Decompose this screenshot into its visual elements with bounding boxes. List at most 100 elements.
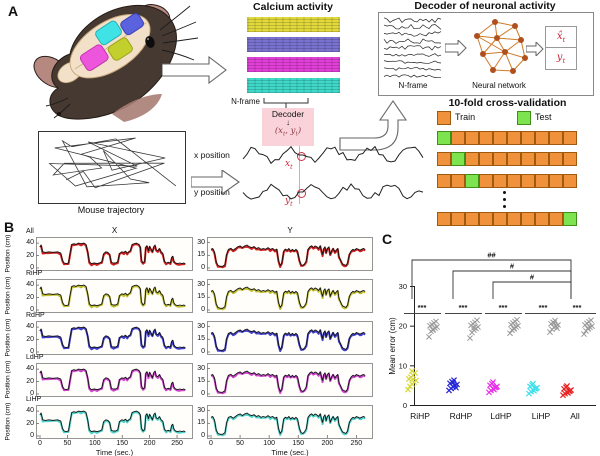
position-timeseries-plot	[207, 405, 373, 439]
y-axis-label: Position (cm)	[4, 360, 12, 399]
y-tick-label: 20	[26, 335, 34, 343]
legend-label: Test	[535, 112, 552, 122]
svg-text:#: #	[530, 273, 535, 282]
decoder-block: Decoder ↓ (xt, yt)	[262, 108, 314, 146]
train-fold-cell	[535, 174, 549, 188]
legend-label: Train	[455, 112, 476, 122]
x-tick-label: 150	[116, 440, 129, 447]
xhat-label: x̂t	[556, 31, 566, 44]
train-fold-cell	[451, 212, 465, 226]
svg-text:30: 30	[399, 282, 407, 291]
n-frame-label: N-frame	[231, 97, 260, 106]
train-fold-cell	[437, 212, 451, 226]
train-fold-cell	[549, 131, 563, 145]
row-name-label: LdHP	[26, 354, 44, 361]
x-tick-label: 100	[263, 440, 275, 447]
y-tick-label: 15	[197, 335, 205, 343]
panel-b-label: B	[4, 219, 15, 235]
brain-region-yellow	[107, 37, 133, 61]
position-timeseries-plot	[207, 279, 373, 313]
train-fold-cell	[465, 152, 479, 166]
flow-arrow-right-icon	[445, 40, 467, 56]
mouse-head-illustration	[33, 4, 199, 122]
y-tick-label: 20	[26, 293, 34, 301]
y-tick-label: 0	[201, 348, 205, 355]
test-fold-cell	[563, 212, 577, 226]
train-fold-cell	[507, 152, 521, 166]
position-timeseries-plot	[207, 237, 373, 271]
position-timeseries-plot	[207, 321, 373, 355]
position-timeseries-plot	[36, 405, 193, 439]
position-timeseries-plot	[36, 279, 193, 313]
column-y-title: Y	[287, 226, 293, 235]
y-tick-label: 15	[197, 419, 205, 427]
y-tick-label: 30	[197, 364, 205, 372]
train-fold-cell	[521, 212, 535, 226]
train-fold-cell	[507, 212, 521, 226]
y-tick-label: 0	[201, 432, 205, 439]
cross-validation-row	[437, 131, 577, 145]
mouse-nose	[57, 112, 61, 116]
svg-text:RdHP: RdHP	[450, 411, 473, 421]
column-x-title: X	[111, 226, 118, 235]
test-fold-cell	[465, 174, 479, 188]
y-tick-label: 20	[26, 419, 34, 427]
svg-text:##: ##	[487, 251, 496, 260]
y-tick-label: 30	[197, 238, 205, 246]
flow-arrow-right-icon	[191, 170, 240, 196]
cross-validation-row	[437, 152, 577, 166]
y-tick-label: 0	[30, 390, 34, 397]
position-timeseries-plot	[36, 237, 193, 271]
train-fold-cell	[479, 131, 493, 145]
y-tick-label: 0	[30, 432, 34, 439]
ellipsis-dot	[503, 205, 506, 208]
y-tick-label: 15	[197, 251, 205, 259]
svg-text:***: ***	[573, 303, 582, 312]
train-fold-cell	[479, 174, 493, 188]
y-tick-label: 0	[201, 264, 205, 271]
position-trace	[242, 183, 424, 200]
train-fold-cell	[507, 174, 521, 188]
svg-text:***: ***	[499, 303, 508, 312]
y-axis-label: Position (cm)	[4, 276, 12, 315]
test-fold-cell	[437, 131, 451, 145]
svg-text:***: ***	[539, 303, 548, 312]
panel-a-label: A	[8, 3, 19, 19]
x-tick-label: 200	[143, 440, 156, 447]
train-fold-cell	[563, 131, 577, 145]
train-fold-cell	[535, 131, 549, 145]
svg-text:All: All	[570, 411, 580, 421]
xt-label: xt	[285, 159, 293, 171]
train-fold-cell	[563, 152, 577, 166]
train-fold-cell	[479, 152, 493, 166]
svg-text:***: ***	[459, 303, 468, 312]
svg-text:#: #	[510, 262, 515, 271]
trajectory-caption: Mouse trajectory	[77, 205, 145, 215]
y-tick-label: 0	[201, 390, 205, 397]
mouse-brain	[57, 13, 151, 84]
y-tick-label: 40	[26, 323, 34, 331]
y-tick-label: 0	[201, 306, 205, 313]
svg-text:***: ***	[418, 303, 427, 312]
y-tick-label: 0	[30, 348, 34, 355]
y-tick-label: 0	[30, 264, 34, 271]
ellipsis-dot	[503, 191, 506, 194]
train-fold-cell	[535, 152, 549, 166]
decoder-output-label: (xt, yt)	[274, 126, 302, 138]
calcium-band	[247, 78, 340, 93]
decoder-nframe-label: N-frame	[398, 81, 428, 90]
train-fold-cell	[437, 174, 451, 188]
row-name-label: LiHP	[26, 396, 42, 403]
y-tick-label: 30	[197, 406, 205, 414]
brain-region-blue	[120, 13, 144, 36]
y-axis-label: Position (cm)	[4, 402, 12, 441]
x-position-label: x position	[194, 150, 230, 160]
position-timeseries-plot	[207, 363, 373, 397]
mouse-whiskers	[45, 5, 199, 119]
x-tick-label: 50	[63, 440, 72, 447]
cross-validation-row	[437, 212, 577, 226]
x-tick-label: 0	[209, 440, 213, 447]
legend-swatch-train	[437, 111, 451, 125]
n-frame-bracket	[263, 98, 309, 108]
decoder-box-title: Decoder of neuronal activity	[414, 0, 556, 12]
